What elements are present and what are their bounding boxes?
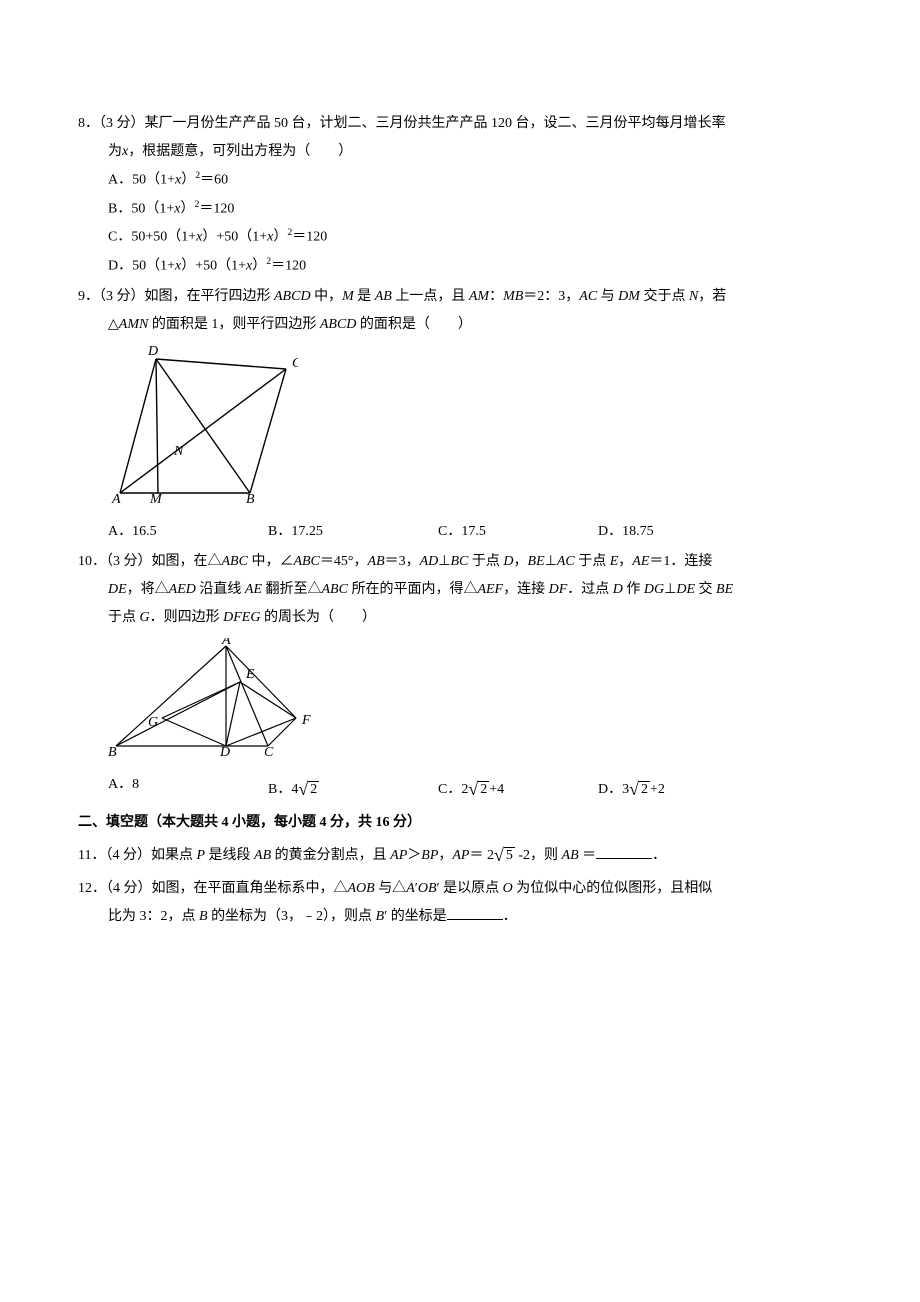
q10-stem: 10．（3 分）如图，在△ABC 中，∠ABC＝45°，AB＝3，AD⊥BC 于… [78,548,842,576]
svg-text:N: N [173,444,184,459]
q9-option-d: D．18.75 [598,518,748,546]
svg-text:B: B [108,745,117,758]
svg-text:D: D [147,345,158,359]
q8-option-b: B．50（1+x）2＝120 [108,195,842,224]
q8-points: （3 分） [99,116,145,131]
question-12: 12．（4 分）如图，在平面直角坐标系中，△AOB 与△A′OB′ 是以原点 O… [78,875,842,931]
section-2-heading: 二、填空题（本大题共 4 小题，每小题 4 分，共 16 分） [78,809,842,837]
svg-text:C: C [264,745,274,758]
q10-stem-cont1: DE，将△AED 沿直线 AE 翻折至△ABC 所在的平面内，得△AEF，连接 … [108,576,842,604]
q11-number: 11． [78,848,105,863]
question-10: 10．（3 分）如图，在△ABC 中，∠ABC＝45°，AB＝3，AD⊥BC 于… [78,548,842,807]
q10-figure: A B C D E F G [108,638,842,769]
q9-stem: 9．（3 分）如图，在平行四边形 ABCD 中，M 是 AB 上一点，且 AM：… [78,283,842,311]
q9-option-c: C．17.5 [438,518,598,546]
q10-option-c: C．2√2+4 [438,771,598,807]
q8-number: 8． [78,116,99,131]
parallelogram-figure: D C A B M N [108,345,298,505]
q12-stem: 12．（4 分）如图，在平面直角坐标系中，△AOB 与△A′OB′ 是以原点 O… [78,875,842,903]
q10-option-b: B．4√2 [268,771,438,807]
q10-number: 10． [78,554,106,569]
q8-option-a: A．50（1+x）2＝60 [108,166,842,195]
q10-option-a: A．8 [108,771,268,807]
q8-stem: 8．（3 分）某厂一月份生产产品 50 台，计划二、三月份共生产产品 120 台… [78,110,842,138]
q9-option-b: B．17.25 [268,518,438,546]
triangle-figure: A B C D E F G [108,638,318,758]
q12-blank [447,905,503,920]
svg-text:D: D [219,745,230,758]
question-9: 9．（3 分）如图，在平行四边形 ABCD 中，M 是 AB 上一点，且 AM：… [78,283,842,546]
q9-option-a: A．16.5 [108,518,268,546]
q12-stem-cont: 比为 3：2，点 B 的坐标为（3，﹣2），则点 B′ 的坐标是． [108,903,842,931]
q9-number: 9． [78,289,99,304]
svg-text:C: C [292,356,298,371]
question-11: 11．（4 分）如果点 P 是线段 AB 的黄金分割点，且 AP＞BP，AP＝ … [78,837,842,873]
svg-text:G: G [148,715,158,730]
svg-text:A: A [221,638,231,648]
question-8: 8．（3 分）某厂一月份生产产品 50 台，计划二、三月份共生产产品 120 台… [78,110,842,281]
svg-text:E: E [245,667,255,682]
svg-text:B: B [246,492,255,505]
q11-blank [596,844,652,859]
q12-number: 12． [78,881,106,896]
svg-text:A: A [111,492,121,505]
q12-points: （4 分） [106,881,152,896]
q9-figure: D C A B M N [108,345,842,516]
q8-stem-cont: 为x，根据题意，可列出方程为（ ） [108,138,842,166]
q10-option-d: D．3√2+2 [598,771,748,807]
q11-points: （4 分） [105,848,151,863]
q9-stem-cont: △AMN 的面积是 1，则平行四边形 ABCD 的面积是（ ） [108,311,842,339]
svg-text:F: F [301,713,311,728]
q10-options: A．8 B．4√2 C．2√2+4 D．3√2+2 [108,771,842,807]
q10-stem-cont2: 于点 G．则四边形 DFEG 的周长为（ ） [108,604,842,632]
svg-text:M: M [149,492,163,505]
q8-option-d: D．50（1+x）+50（1+x）2＝120 [108,252,842,281]
q10-points: （3 分） [106,554,152,569]
q9-options: A．16.5 B．17.25 C．17.5 D．18.75 [108,518,842,546]
q9-points: （3 分） [99,289,145,304]
q8-option-c: C．50+50（1+x）+50（1+x）2＝120 [108,223,842,252]
